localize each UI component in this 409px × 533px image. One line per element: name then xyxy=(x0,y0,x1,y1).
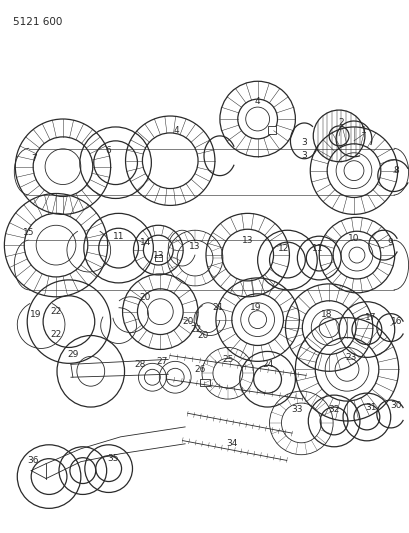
Text: 23: 23 xyxy=(344,353,356,362)
Text: 22: 22 xyxy=(190,325,201,334)
Text: 15: 15 xyxy=(23,228,35,237)
Text: 20: 20 xyxy=(182,317,193,326)
Text: 10: 10 xyxy=(347,233,359,243)
Text: 5121 600: 5121 600 xyxy=(13,17,63,27)
Text: 13: 13 xyxy=(189,241,200,251)
FancyBboxPatch shape xyxy=(267,126,275,134)
Text: 32: 32 xyxy=(328,405,339,414)
FancyBboxPatch shape xyxy=(200,379,209,386)
Text: 3: 3 xyxy=(301,139,306,147)
Text: 24: 24 xyxy=(261,360,272,369)
Text: 18: 18 xyxy=(321,310,332,319)
Text: 4: 4 xyxy=(173,126,179,135)
FancyBboxPatch shape xyxy=(155,255,162,261)
Text: 35: 35 xyxy=(107,454,118,463)
Text: 30: 30 xyxy=(389,401,400,409)
Text: 4: 4 xyxy=(254,96,260,106)
Text: 14: 14 xyxy=(139,238,151,247)
Text: 13: 13 xyxy=(152,251,164,260)
Text: 33: 33 xyxy=(291,405,302,414)
Text: 6: 6 xyxy=(106,146,111,155)
Text: 17: 17 xyxy=(364,313,376,322)
Text: 31: 31 xyxy=(364,402,376,411)
Text: 11: 11 xyxy=(311,244,322,253)
Text: 8: 8 xyxy=(393,166,399,175)
Text: 7: 7 xyxy=(31,154,37,163)
Text: 22: 22 xyxy=(50,330,61,339)
Text: 1: 1 xyxy=(360,126,366,135)
Text: 20: 20 xyxy=(139,293,151,302)
Text: 9: 9 xyxy=(387,238,393,247)
Text: 34: 34 xyxy=(226,439,237,448)
Text: 20: 20 xyxy=(197,331,208,340)
Text: 19: 19 xyxy=(30,310,42,319)
Text: 11: 11 xyxy=(112,232,124,241)
Text: 22: 22 xyxy=(50,307,61,316)
Text: 16: 16 xyxy=(390,317,402,326)
Text: 12: 12 xyxy=(277,244,288,253)
Text: 2: 2 xyxy=(337,118,343,127)
Text: 3: 3 xyxy=(301,151,306,160)
Text: 29: 29 xyxy=(67,350,79,359)
Text: 25: 25 xyxy=(222,355,233,364)
Text: 36: 36 xyxy=(27,456,39,465)
Text: 19: 19 xyxy=(249,303,261,312)
Text: 13: 13 xyxy=(241,236,253,245)
Text: 27: 27 xyxy=(156,357,168,366)
Text: 21: 21 xyxy=(212,303,223,312)
Text: 26: 26 xyxy=(194,365,205,374)
Text: 28: 28 xyxy=(135,360,146,369)
